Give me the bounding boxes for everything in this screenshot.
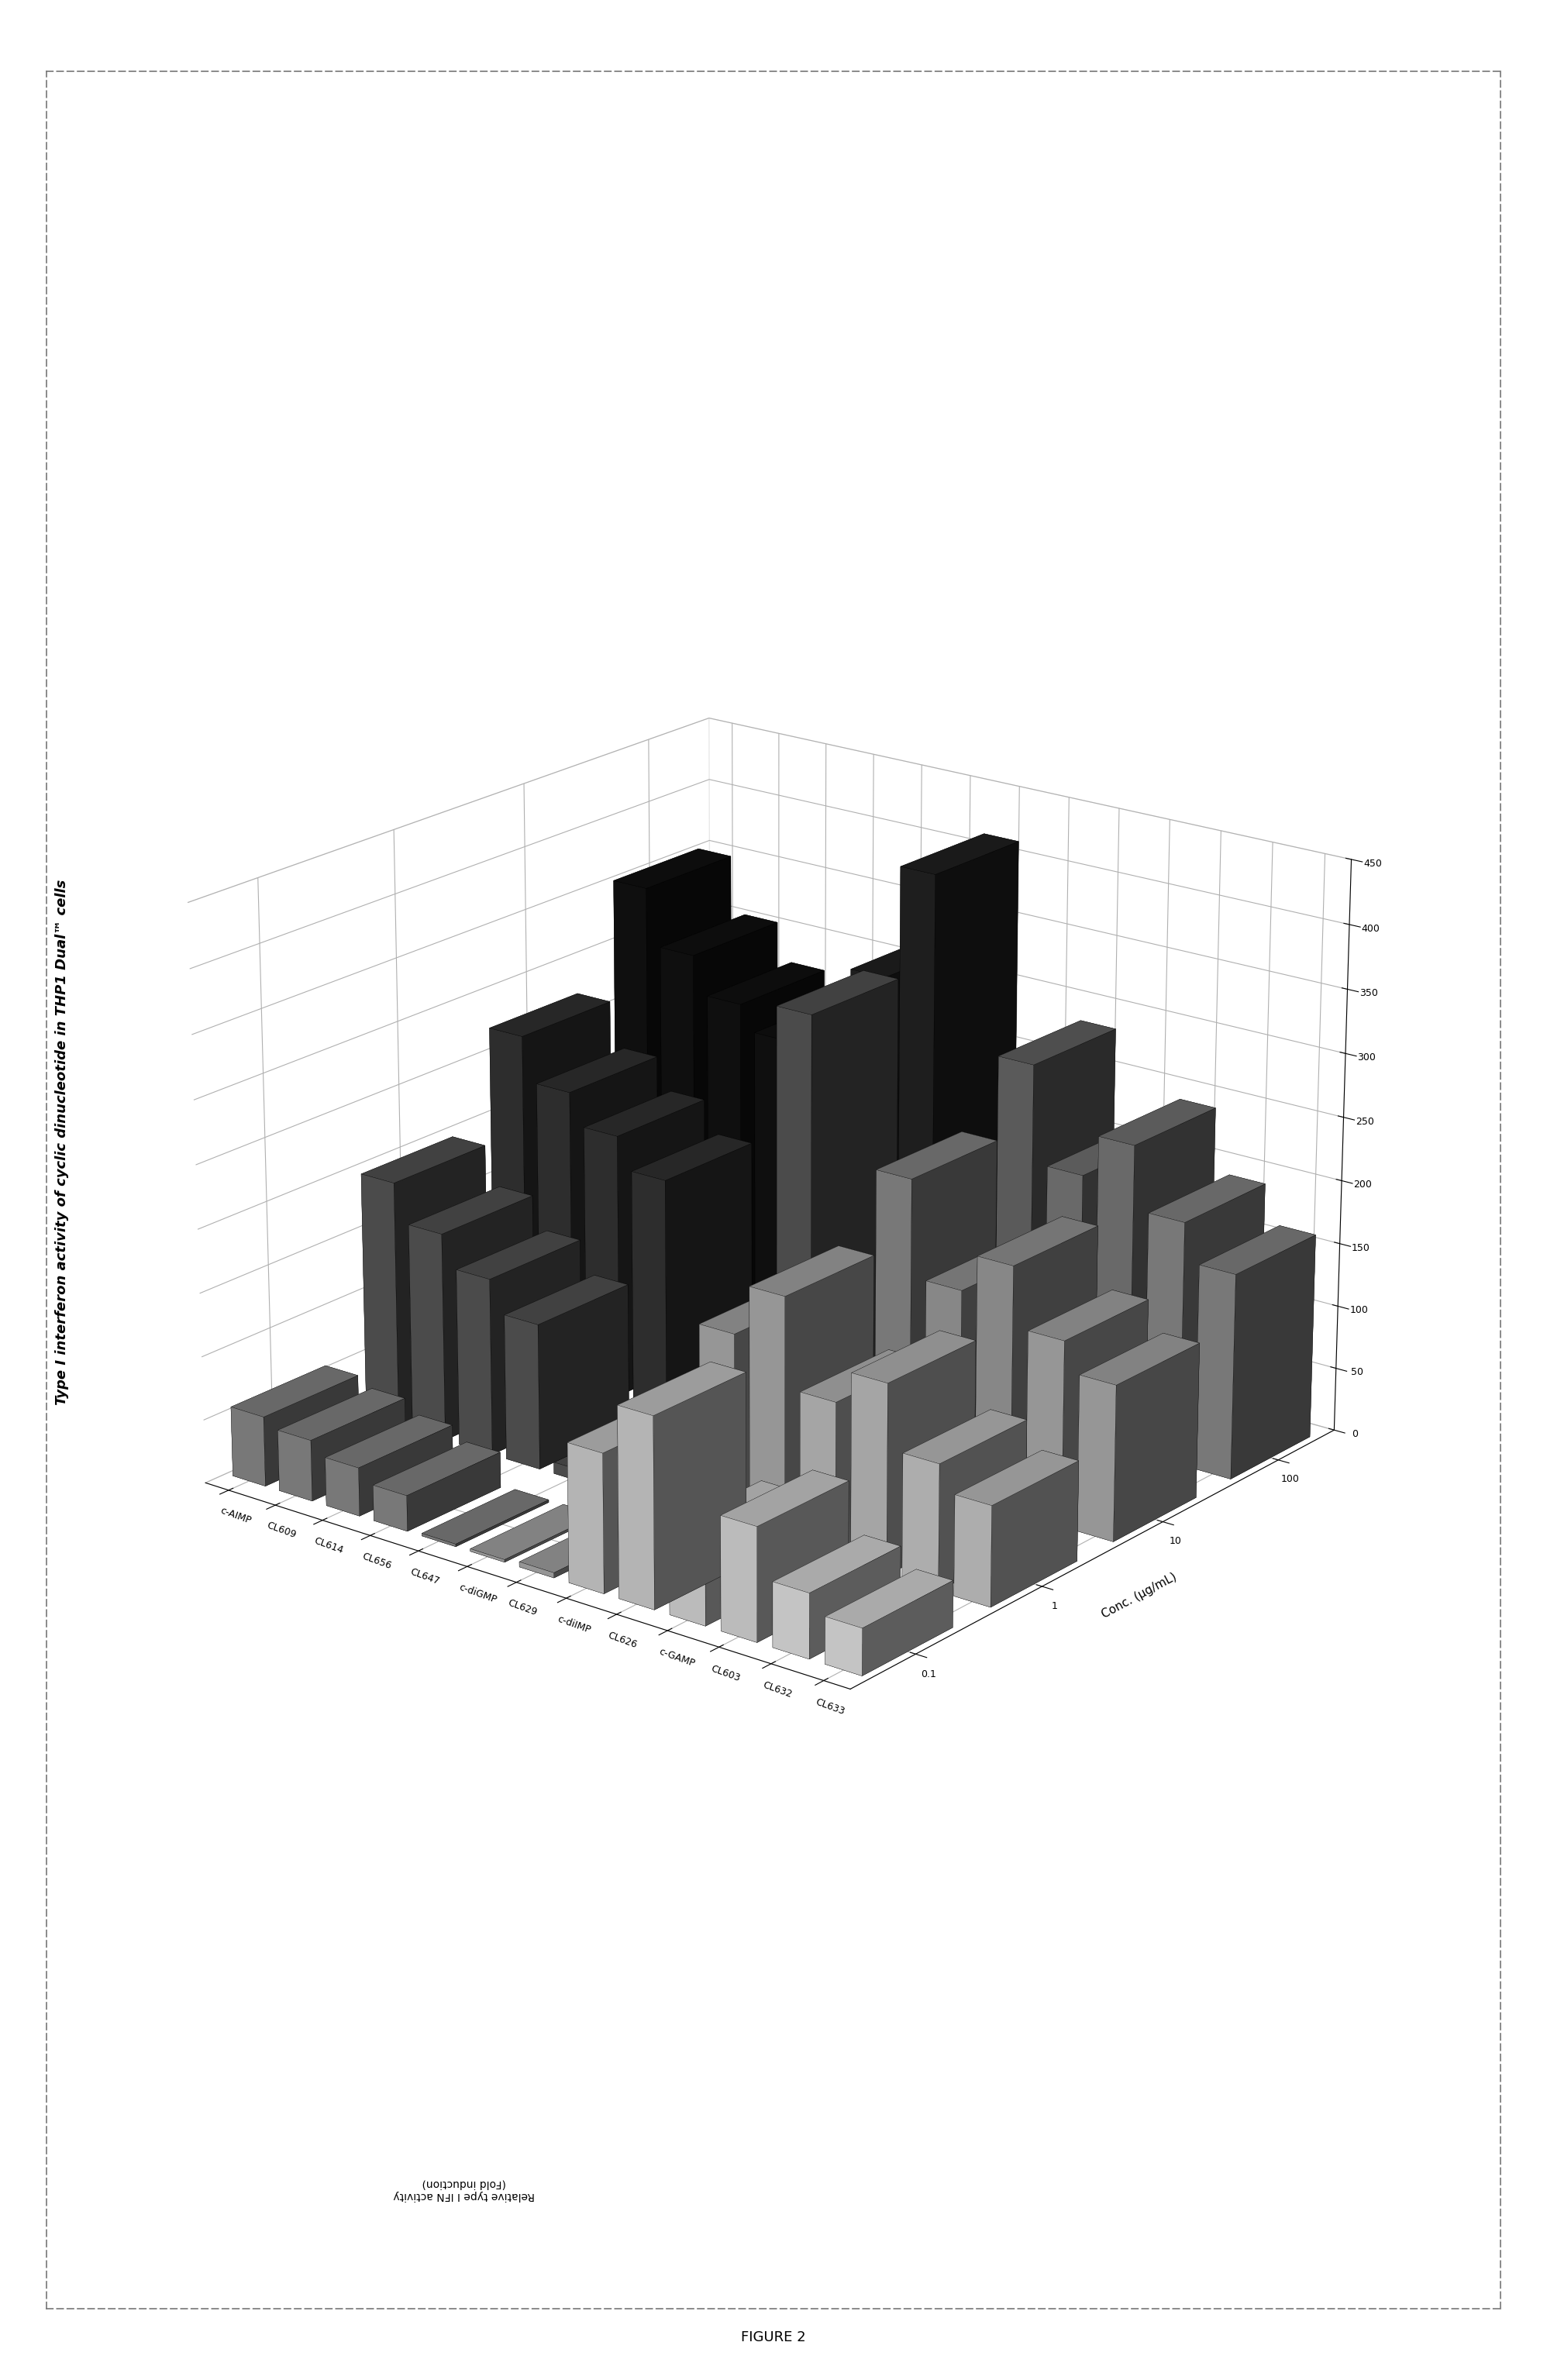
Text: Type I interferon activity of cyclic dinucleotide in THP1 Dual™ cells: Type I interferon activity of cyclic din… [54,881,70,1404]
Text: FIGURE 2: FIGURE 2 [741,2330,806,2344]
Y-axis label: Conc. (μg/mL): Conc. (μg/mL) [1100,1571,1179,1621]
Text: Relative type I IFN activity
(Fold induction): Relative type I IFN activity (Fold induc… [393,2178,535,2202]
